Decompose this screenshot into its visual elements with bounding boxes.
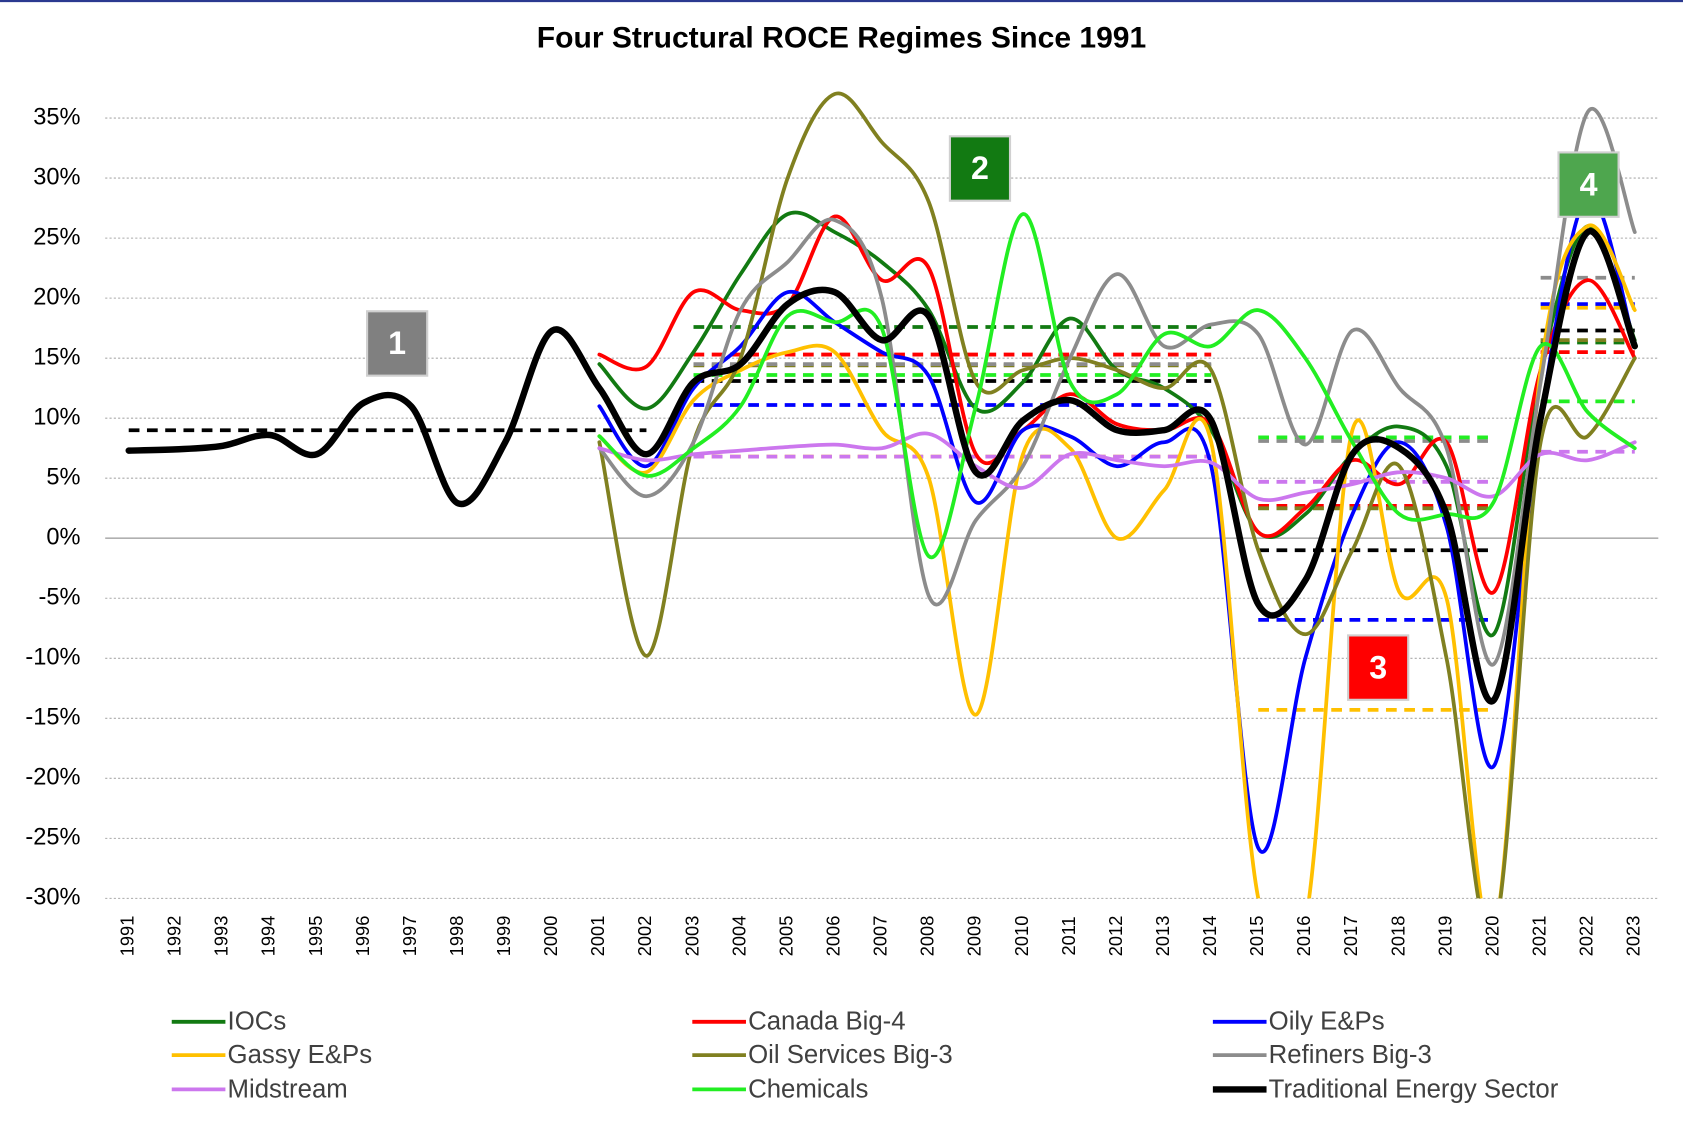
x-tick-label: 1994	[258, 916, 279, 957]
x-tick-label: 2011	[1058, 916, 1079, 955]
y-tick-label: 0%	[46, 524, 80, 550]
x-tick-label: 2013	[1152, 916, 1173, 957]
x-tick-label: 2010	[1011, 916, 1032, 957]
x-tick-label: 2023	[1623, 916, 1644, 957]
x-tick-label: 2007	[870, 916, 891, 957]
legend-label: IOCs	[228, 1008, 287, 1036]
x-tick-label: 2017	[1340, 916, 1361, 957]
x-tick-label: 2000	[540, 916, 561, 957]
x-tick-label: 2003	[681, 916, 702, 957]
plot-area	[125, 91, 1638, 899]
legend-label: Oily E&Ps	[1269, 1008, 1385, 1036]
legend-label: Chemicals	[748, 1075, 868, 1103]
series-line	[597, 212, 1637, 560]
legend-label: Canada Big-4	[748, 1008, 905, 1036]
regime-label: 1	[388, 325, 406, 361]
x-tick-label: 2008	[917, 916, 938, 957]
series-line	[597, 107, 1637, 667]
y-tick-label: 25%	[33, 224, 80, 250]
x-tick-label: 2005	[775, 916, 796, 957]
x-tick-label: 1993	[211, 916, 232, 957]
x-tick-label: 2015	[1246, 916, 1267, 957]
x-tick-label: 2018	[1387, 916, 1408, 957]
x-tick-label: 2014	[1199, 916, 1220, 957]
x-tick-label: 2004	[728, 916, 749, 957]
regime-label: 2	[971, 150, 989, 186]
y-tick-label: -25%	[25, 825, 80, 851]
y-tick-label: 5%	[46, 464, 80, 490]
series-line	[125, 228, 1638, 705]
x-tick-label: 2009	[964, 916, 985, 957]
x-tick-label: 1995	[305, 916, 326, 957]
y-tick-label: 30%	[33, 164, 80, 190]
y-tick-label: 35%	[33, 104, 80, 130]
series-line	[597, 91, 1637, 899]
x-tick-label: 2016	[1293, 916, 1314, 957]
y-tick-label: -5%	[39, 584, 81, 610]
x-tick-label: 1998	[446, 916, 467, 957]
x-tick-label: 2021	[1528, 916, 1549, 957]
y-tick-label: 10%	[33, 404, 80, 430]
x-tick-label: 1999	[493, 916, 514, 957]
x-tick-label: 2019	[1434, 916, 1455, 957]
legend-label: Refiners Big-3	[1269, 1041, 1432, 1069]
chart-title: Four Structural ROCE Regimes Since 1991	[537, 22, 1146, 55]
regime-box	[1557, 151, 1620, 218]
x-tick-label: 2006	[822, 916, 843, 957]
x-tick-label: 1996	[352, 916, 373, 957]
x-tick-label: 2022	[1576, 916, 1597, 957]
x-tick-label: 1992	[164, 916, 185, 957]
y-tick-label: -30%	[25, 885, 80, 911]
y-tick-label: -20%	[25, 765, 80, 791]
legend-label: Gassy E&Ps	[228, 1041, 373, 1069]
x-tick-label: 1997	[399, 916, 420, 957]
series-line	[597, 431, 1637, 503]
x-tick-label: 2020	[1481, 916, 1502, 957]
legend-label: Midstream	[228, 1075, 348, 1103]
legend-label: Traditional Energy Sector	[1269, 1075, 1559, 1103]
regime-label: 4	[1580, 166, 1598, 202]
regime-box	[1347, 634, 1410, 701]
y-tick-label: -15%	[25, 705, 80, 731]
series-line	[597, 223, 1637, 899]
y-tick-label: -10%	[25, 645, 80, 671]
legend-label: Oil Services Big-3	[748, 1041, 953, 1069]
regime-label: 3	[1369, 649, 1387, 685]
y-tick-label: 20%	[33, 284, 80, 310]
x-tick-label: 2012	[1105, 916, 1126, 957]
series-line	[597, 193, 1637, 854]
regime-box	[366, 310, 429, 377]
regime-box	[948, 135, 1012, 202]
x-tick-label: 1991	[117, 916, 138, 957]
x-tick-label: 2001	[587, 916, 608, 957]
x-tick-label: 2002	[634, 916, 655, 957]
y-tick-label: 15%	[33, 344, 80, 370]
